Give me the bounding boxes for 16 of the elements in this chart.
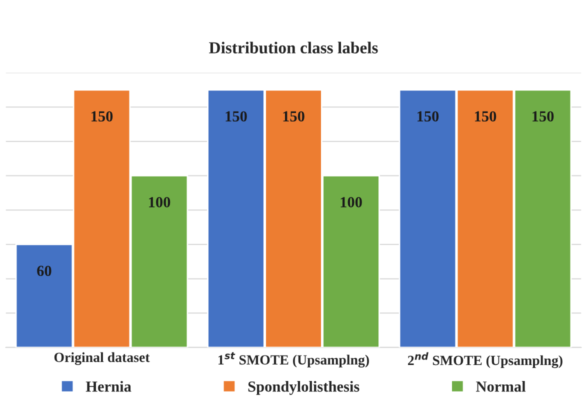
data-label: 150 — [283, 111, 304, 122]
data-label: 100 — [340, 197, 362, 208]
data-label: 150 — [532, 111, 554, 122]
data-label: 150 — [475, 111, 496, 122]
chart-title: Distribution class labels — [209, 42, 378, 54]
x-tick-label: 1$^{st}$ SMOTE (Upsamplng) — [218, 352, 369, 368]
x-tick-label: Original dataset — [54, 352, 150, 366]
data-label: 100 — [149, 197, 170, 208]
x-tick-label: 2$^{nd}$ SMOTE (Upsamplng) — [408, 352, 562, 368]
legend-label: Hernia — [86, 380, 132, 392]
legend-label: Spondylolisthesis — [248, 380, 360, 395]
data-label: 60 — [37, 266, 52, 276]
data-label: 150 — [226, 111, 247, 122]
data-label: 150 — [92, 111, 113, 122]
legend-label: Normal — [476, 380, 526, 392]
data-label: 150 — [417, 111, 439, 122]
